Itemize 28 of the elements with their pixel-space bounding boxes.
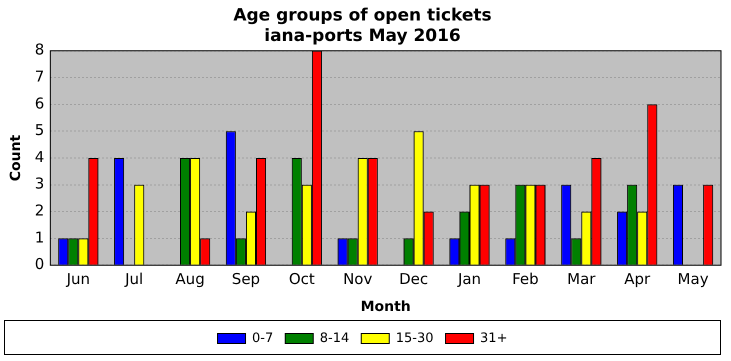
x-tick-label: Jul: [124, 270, 144, 288]
legend-label: 0-7: [252, 330, 274, 346]
x-tick-label: Dec: [399, 270, 428, 288]
y-tick-label: 1: [34, 228, 44, 246]
y-axis-title: Count: [8, 134, 24, 182]
x-tick-label: Feb: [512, 270, 539, 288]
x-tick-label: Sep: [232, 270, 260, 288]
chart-title: Age groups of open tickets iana-ports May 2016: [233, 6, 492, 46]
legend-label: 8-14: [320, 330, 350, 346]
y-tick-label: 8: [34, 40, 44, 59]
y-tick-label: 4: [34, 148, 44, 166]
y-tick-label: 5: [34, 121, 44, 140]
x-tick-label: Aug: [175, 270, 205, 288]
y-tick-label: 0: [34, 255, 44, 274]
legend-label: 31+: [480, 330, 508, 346]
legend-label: 15-30: [396, 330, 434, 346]
y-tick-label: 2: [34, 201, 44, 220]
y-tick-label: 6: [34, 94, 44, 112]
x-tick-label: Apr: [624, 270, 651, 288]
x-tick-label: Jan: [456, 270, 482, 288]
x-tick-label: Nov: [343, 270, 372, 288]
x-tick-label: Oct: [288, 270, 315, 288]
x-tick-label: Jun: [66, 270, 90, 288]
x-tick-label: May: [678, 270, 709, 288]
x-axis-title: Month: [360, 299, 411, 316]
x-tick-label: Mar: [567, 270, 596, 288]
y-tick-label: 7: [34, 67, 44, 86]
y-tick-label: 3: [34, 174, 44, 193]
